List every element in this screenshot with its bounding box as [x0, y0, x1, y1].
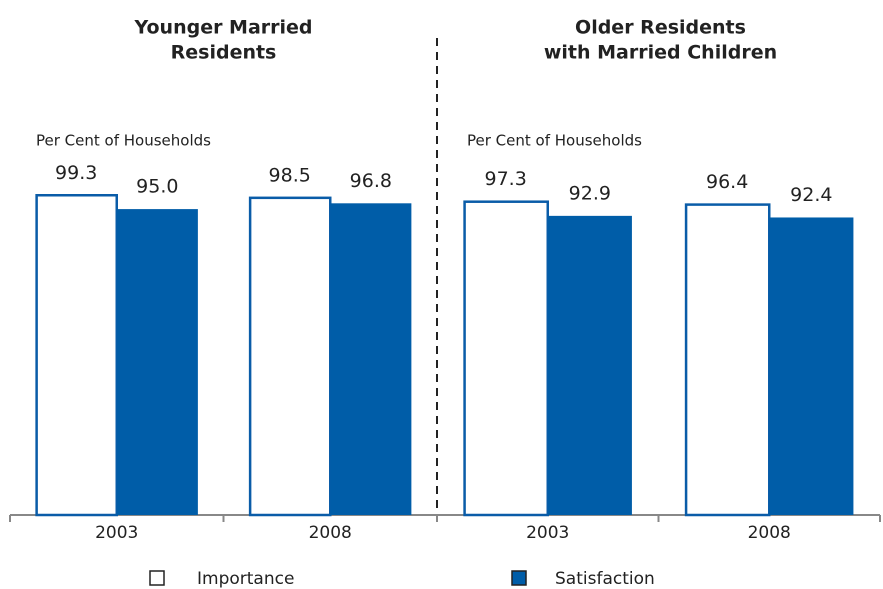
data-label: 96.8 — [350, 170, 392, 192]
bar — [330, 203, 412, 515]
x-tick-label: 2003 — [95, 523, 138, 543]
legend-label: Importance — [197, 569, 294, 589]
bar — [248, 196, 332, 517]
data-label: 95.0 — [136, 176, 178, 198]
chart-title: with Married Children — [544, 42, 777, 64]
bar — [547, 215, 632, 515]
chart-title: Older Residents — [575, 17, 746, 39]
bar — [769, 217, 854, 516]
bar — [116, 209, 198, 515]
data-label: 92.9 — [569, 182, 611, 204]
chart-title: Younger Married — [133, 17, 312, 39]
legend-label: Satisfaction — [555, 569, 655, 589]
legend-swatch — [149, 570, 165, 586]
x-tick-label: 2003 — [526, 523, 569, 543]
chart-title: Residents — [171, 42, 277, 64]
bar — [35, 194, 118, 517]
data-label: 97.3 — [485, 168, 527, 190]
data-label: 96.4 — [706, 171, 748, 193]
bar — [684, 203, 771, 517]
bar — [463, 200, 549, 517]
y-axis-label: Per Cent of Households — [36, 132, 211, 150]
y-axis-label: Per Cent of Households — [467, 132, 642, 150]
x-tick-label: 2008 — [309, 523, 352, 543]
data-label: 99.3 — [55, 162, 97, 184]
x-tick-label: 2008 — [748, 523, 791, 543]
legend-swatch — [511, 570, 527, 586]
data-label: 98.5 — [269, 164, 311, 186]
data-label: 92.4 — [790, 184, 832, 206]
